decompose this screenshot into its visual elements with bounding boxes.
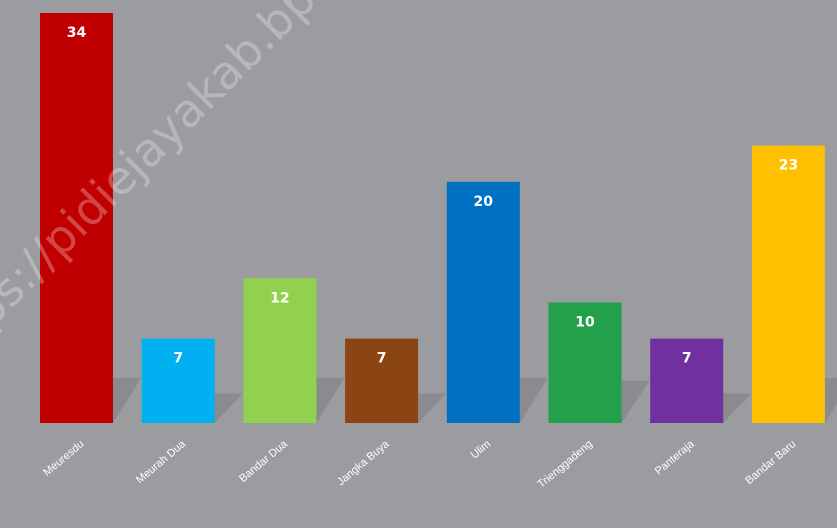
bar-meurah-dua [141,338,215,423]
bar-ulim [446,181,520,423]
bar-trienggadeng [548,302,622,423]
value-label-meuresdu: 34 [67,25,87,41]
bar-panteraja [650,338,724,423]
value-label-trienggadeng: 10 [575,314,595,330]
value-label-jangka-buya: 7 [377,351,387,367]
value-label-bandar-baru: 23 [779,158,798,174]
value-label-panteraja: 7 [682,351,692,367]
category-label-jangka-buya: Jangka Buya [335,438,392,489]
category-label-trienggadeng: Trienggadeng [536,438,595,491]
category-label-bandar-dua: Bandar Dua [237,438,290,485]
value-label-bandar-dua: 12 [270,290,289,306]
value-label-meurah-dua: 7 [173,351,183,367]
bar-bandar-baru [751,145,825,423]
bar-meuresdu [40,13,113,423]
bars-group [40,13,825,423]
bar-bandar-dua [243,278,317,423]
category-label-meurah-dua: Meurah Dua [134,438,189,487]
category-label-bandar-baru: Bandar Baru [743,438,798,487]
value-label-ulim: 20 [474,194,494,210]
category-labels-group: Meuresdu Meurah Dua Bandar Dua Jangka Buya U… [41,438,798,491]
value-labels-group: 34 7 12 7 20 10 7 23 [67,25,798,367]
category-label-meuresdu: Meuresdu [41,438,86,479]
bar-jangka-buya [345,338,419,423]
category-label-ulim: Ulim [469,438,494,461]
category-label-panteraja: Panteraja [653,438,697,478]
